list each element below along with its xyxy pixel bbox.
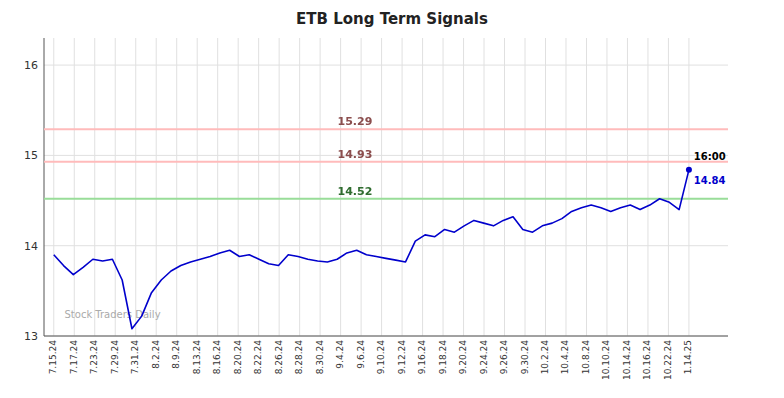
grid-line bbox=[688, 38, 689, 336]
x-tick-label: 9.30.24 bbox=[520, 340, 530, 375]
grid-line bbox=[44, 245, 728, 246]
grid-line bbox=[627, 38, 628, 336]
level-line bbox=[44, 198, 728, 200]
x-axis-line bbox=[44, 336, 728, 337]
grid-line bbox=[668, 38, 669, 336]
x-tick-label: 9.18.24 bbox=[438, 340, 448, 375]
grid-line bbox=[463, 38, 464, 336]
level-line bbox=[44, 128, 728, 130]
x-tick-label: 9.4.24 bbox=[335, 340, 345, 369]
grid-line bbox=[197, 38, 198, 336]
x-tick-label: 8.20.24 bbox=[233, 340, 243, 375]
level-label: 14.52 bbox=[338, 185, 373, 198]
plot-area bbox=[44, 129, 728, 329]
grid-line bbox=[258, 38, 259, 336]
y-axis-line bbox=[44, 38, 45, 336]
y-tick-label: 13 bbox=[24, 330, 38, 343]
grid bbox=[44, 38, 728, 336]
x-tick-label: 8.16.24 bbox=[212, 340, 222, 375]
grid-line bbox=[565, 38, 566, 336]
annotation: 16:00 bbox=[694, 151, 726, 162]
grid-line bbox=[53, 38, 54, 336]
grid-line bbox=[115, 38, 116, 336]
grid-line bbox=[176, 38, 177, 336]
x-tick-label: 10.14.24 bbox=[622, 340, 632, 380]
x-tick-label: 7.31.24 bbox=[130, 340, 140, 375]
grid-line bbox=[422, 38, 423, 336]
grid-line bbox=[238, 38, 239, 336]
grid-line bbox=[545, 38, 546, 336]
x-tick-label: 9.10.24 bbox=[376, 340, 386, 375]
last-point bbox=[686, 167, 692, 173]
x-tick-label: 9.20.24 bbox=[458, 340, 468, 375]
grid-line bbox=[44, 336, 728, 337]
y-tick-label: 16 bbox=[24, 59, 38, 72]
data-label: 14.84 bbox=[694, 175, 726, 186]
grid-line bbox=[647, 38, 648, 336]
x-tick-label: 8.9.24 bbox=[171, 340, 181, 369]
grid-line bbox=[44, 155, 728, 156]
grid-line bbox=[525, 38, 526, 336]
x-tick-label: 1.14.25 bbox=[683, 340, 693, 374]
level-line bbox=[44, 161, 728, 163]
grid-line bbox=[44, 65, 728, 66]
x-tick-label: 7.15.24 bbox=[48, 340, 58, 375]
grid-line bbox=[74, 38, 75, 336]
x-tick-label: 10.8.24 bbox=[581, 340, 591, 375]
x-tick-label: 8.22.24 bbox=[253, 340, 263, 375]
x-tick-label: 9.24.24 bbox=[479, 340, 489, 375]
grid-line bbox=[217, 38, 218, 336]
grid-line bbox=[135, 38, 136, 336]
grid-line bbox=[156, 38, 157, 336]
grid-line bbox=[586, 38, 587, 336]
x-tick-label: 8.2.24 bbox=[151, 340, 161, 369]
x-tick-label: 8.30.24 bbox=[315, 340, 325, 375]
grid-line bbox=[299, 38, 300, 336]
x-tick-label: 9.6.24 bbox=[356, 340, 366, 369]
grid-line bbox=[443, 38, 444, 336]
x-tick-label: 10.10.24 bbox=[601, 340, 611, 380]
watermark: Stock Traders Daily bbox=[65, 309, 161, 320]
grid-line bbox=[94, 38, 95, 336]
x-tick-label: 9.12.24 bbox=[397, 340, 407, 375]
x-tick-label: 8.26.24 bbox=[274, 340, 284, 375]
grid-line bbox=[402, 38, 403, 336]
y-tick-label: 15 bbox=[24, 149, 38, 162]
x-tick-label: 10.2.24 bbox=[540, 340, 550, 375]
grid-line bbox=[484, 38, 485, 336]
x-tick-label: 8.13.24 bbox=[192, 340, 202, 375]
grid-line bbox=[381, 38, 382, 336]
x-tick-label: 8.28.24 bbox=[294, 340, 304, 375]
y-tick-label: 14 bbox=[24, 240, 38, 253]
grid-line bbox=[504, 38, 505, 336]
x-tick-label: 7.29.24 bbox=[110, 340, 120, 375]
level-label: 14.93 bbox=[338, 148, 373, 161]
x-tick-label: 9.16.24 bbox=[417, 340, 427, 375]
grid-line bbox=[279, 38, 280, 336]
x-tick-label: 10.22.24 bbox=[663, 340, 673, 380]
grid-line bbox=[606, 38, 607, 336]
x-tick-label: 7.17.24 bbox=[69, 340, 79, 375]
grid-line bbox=[320, 38, 321, 336]
price-line bbox=[54, 170, 689, 329]
title: ETB Long Term Signals bbox=[296, 10, 488, 28]
x-tick-label: 10.16.24 bbox=[642, 340, 652, 380]
x-tick-label: 10.4.24 bbox=[560, 340, 570, 375]
level-label: 15.29 bbox=[338, 115, 373, 128]
x-tick-label: 9.26.24 bbox=[499, 340, 509, 375]
x-tick-label: 7.23.24 bbox=[89, 340, 99, 375]
chart: ETB Long Term Signals 13 14 15 16 7.15.24 7.17… bbox=[0, 0, 784, 398]
